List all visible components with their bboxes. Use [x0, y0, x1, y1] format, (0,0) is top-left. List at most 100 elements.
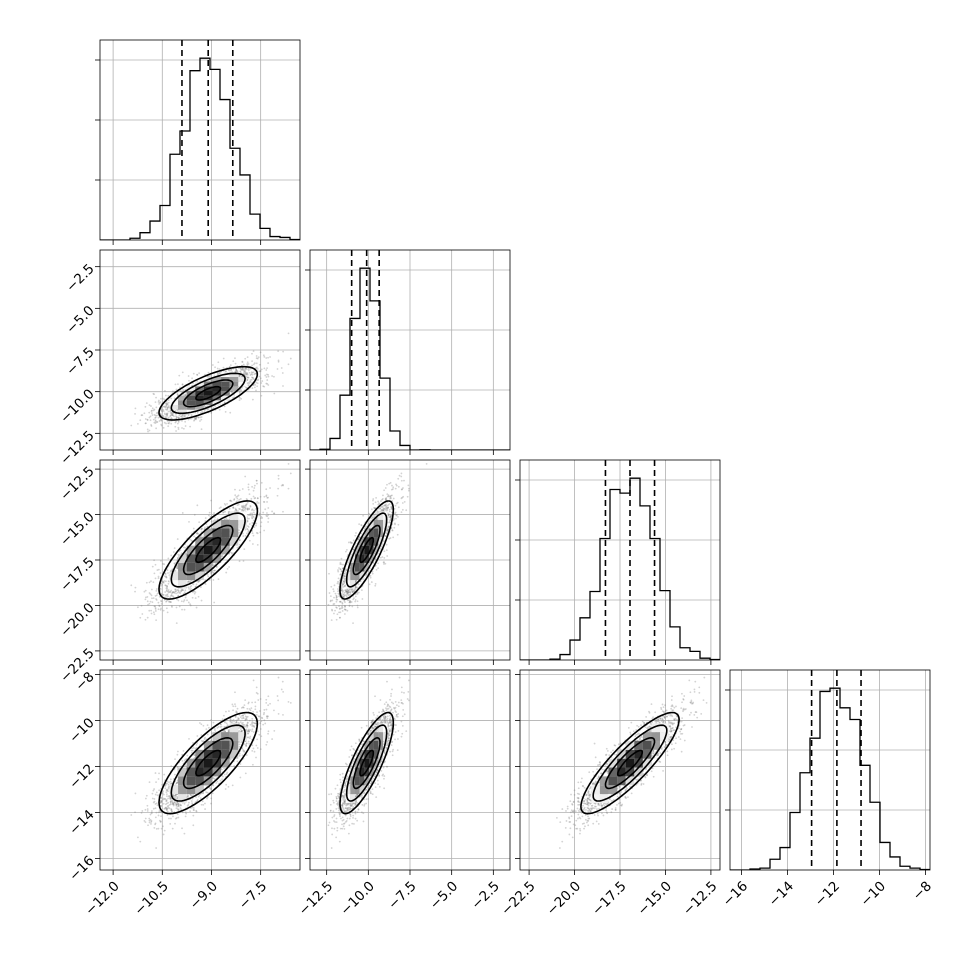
- sample-point: [402, 487, 404, 489]
- sample-point: [246, 501, 249, 504]
- sample-point: [179, 389, 182, 392]
- sample-point: [165, 600, 167, 603]
- sample-point: [154, 420, 157, 423]
- sample-point: [329, 600, 332, 603]
- sample-point: [246, 507, 249, 510]
- sample-point: [170, 594, 173, 597]
- sample-point: [228, 369, 231, 371]
- sample-point: [171, 591, 174, 594]
- sample-point: [287, 332, 290, 335]
- sample-point: [370, 581, 373, 583]
- sample-point: [339, 573, 342, 576]
- sample-point: [252, 376, 254, 379]
- sample-point: [137, 422, 139, 425]
- sample-point: [149, 600, 152, 603]
- sample-point: [396, 514, 398, 516]
- sample-point: [265, 514, 268, 517]
- sample-point: [347, 591, 350, 594]
- sample-point: [236, 370, 239, 373]
- sample-point: [265, 369, 268, 371]
- sample-point: [348, 601, 351, 603]
- sample-point: [243, 505, 246, 508]
- sample-point: [232, 360, 235, 363]
- sample-point: [156, 421, 159, 423]
- sample-point: [198, 521, 201, 524]
- sample-point: [389, 514, 392, 517]
- sample-point: [154, 422, 157, 424]
- sample-point: [349, 591, 352, 594]
- sample-point: [339, 616, 341, 619]
- sample-points: [130, 332, 292, 433]
- sample-point: [348, 604, 351, 607]
- sample-point: [347, 589, 350, 592]
- sample-point: [204, 405, 207, 408]
- sample-point: [380, 509, 383, 512]
- sample-point: [252, 511, 255, 514]
- sample-point: [212, 564, 215, 567]
- sample-point: [154, 417, 157, 419]
- sample-point: [344, 585, 346, 587]
- sample-point: [396, 533, 399, 536]
- sample-point: [210, 571, 213, 574]
- sample-point: [337, 588, 339, 590]
- sample-point: [405, 509, 408, 512]
- sample-point: [330, 619, 333, 622]
- sample-point: [167, 416, 170, 419]
- sample-point: [181, 371, 184, 374]
- sample-point: [134, 413, 136, 415]
- density-cell: [229, 372, 239, 377]
- sample-point: [165, 607, 168, 610]
- sample-point: [380, 500, 382, 503]
- sample-point: [163, 398, 166, 401]
- sample-point: [387, 504, 390, 506]
- sample-point: [228, 510, 231, 513]
- sample-point: [401, 502, 404, 504]
- sample-point: [253, 373, 256, 376]
- sample-point: [226, 503, 228, 505]
- sample-point: [170, 605, 173, 607]
- sample-point: [282, 510, 284, 513]
- sample-point: [343, 578, 346, 580]
- sample-point: [340, 607, 343, 610]
- sample-point: [248, 523, 251, 525]
- sample-point: [354, 534, 357, 537]
- sample-point: [336, 606, 338, 609]
- sample-point: [384, 487, 387, 489]
- sample-point: [391, 494, 393, 497]
- sample-point: [365, 573, 368, 576]
- sample-point: [342, 594, 345, 596]
- sample-point: [189, 425, 192, 428]
- sample-point: [177, 589, 180, 592]
- density-cell: [178, 554, 187, 563]
- sample-point: [335, 618, 338, 621]
- sample-point: [252, 363, 255, 366]
- sample-point: [217, 361, 220, 364]
- sample-point: [166, 414, 169, 417]
- sample-point: [267, 507, 270, 509]
- sample-point: [256, 497, 259, 500]
- sample-point: [236, 500, 238, 503]
- sample-point: [255, 355, 258, 357]
- sample-point: [266, 373, 268, 376]
- sample-point: [287, 363, 290, 366]
- sample-point: [183, 591, 186, 594]
- sample-point: [200, 528, 203, 531]
- sample-point: [236, 497, 239, 500]
- sample-point: [162, 581, 165, 583]
- sample-point: [244, 357, 247, 360]
- sample-point: [152, 611, 155, 614]
- sample-point: [180, 415, 183, 418]
- sample-point: [273, 512, 276, 515]
- sample-point: [171, 606, 173, 608]
- sample-point: [384, 535, 387, 537]
- sample-point: [342, 596, 345, 599]
- density-cell: [221, 519, 230, 529]
- sample-point: [277, 474, 280, 477]
- sample-point: [238, 399, 241, 402]
- sample-point: [385, 506, 388, 509]
- sample-point: [187, 586, 190, 589]
- sample-point: [381, 506, 384, 508]
- sample-point: [250, 515, 253, 517]
- sample-point: [227, 511, 230, 513]
- sample-point: [162, 426, 165, 429]
